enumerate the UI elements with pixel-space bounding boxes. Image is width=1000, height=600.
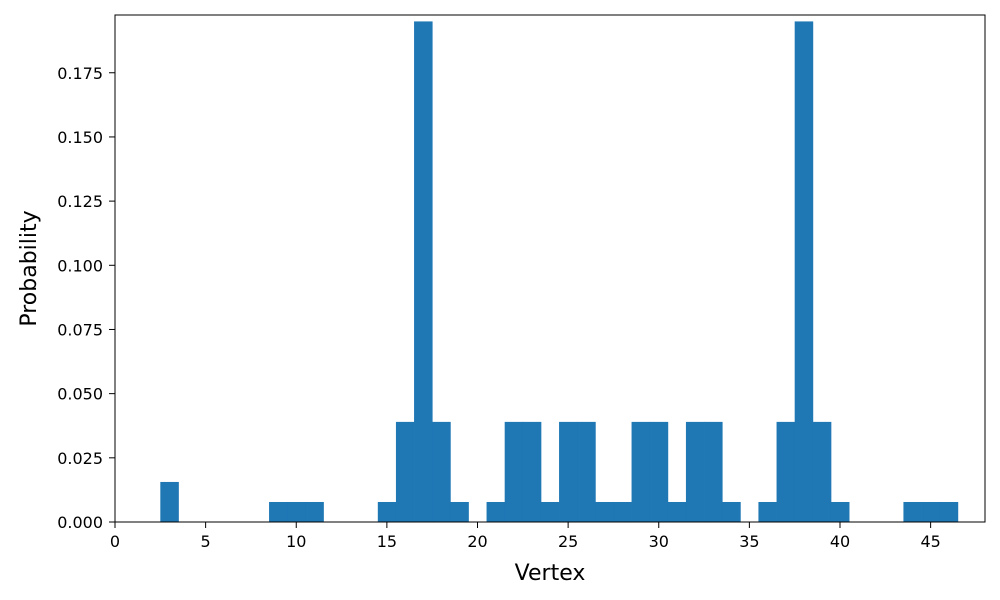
y-tick-label: 0.100 [57, 256, 103, 275]
bar-vertex-27 [595, 501, 614, 522]
bar-vertex-25 [559, 421, 578, 522]
bar-vertex-17 [414, 21, 433, 522]
bar-vertex-44 [903, 501, 922, 522]
x-tick-label: 10 [286, 532, 306, 551]
bars-group [160, 21, 959, 522]
y-axis-label: Probability [17, 210, 42, 326]
bar-vertex-10 [287, 501, 306, 522]
bar-vertex-28 [613, 501, 632, 522]
bar-vertex-34 [722, 501, 741, 522]
bar-vertex-31 [667, 501, 687, 522]
bar-vertex-38 [794, 21, 814, 522]
bar-vertex-21 [486, 501, 506, 522]
bar-vertex-24 [540, 501, 560, 522]
bar-vertex-9 [269, 501, 288, 522]
x-tick-label: 20 [467, 532, 487, 551]
bar-vertex-11 [305, 501, 324, 522]
bar-vertex-16 [395, 421, 415, 522]
bar-vertex-32 [685, 421, 705, 522]
y-tick-label: 0.050 [57, 385, 103, 404]
y-tick-label: 0.150 [57, 128, 103, 147]
plot-frame [114, 14, 986, 523]
bar-vertex-39 [812, 421, 832, 522]
bar-vertex-15 [377, 501, 397, 522]
bar-vertex-46 [939, 501, 959, 522]
bar-vertex-23 [522, 421, 542, 522]
bar-vertex-40 [830, 501, 850, 522]
bar-vertex-36 [758, 501, 777, 522]
bar-vertex-33 [704, 421, 723, 522]
bar-vertex-29 [631, 421, 651, 522]
y-tick-label: 0.000 [57, 513, 103, 532]
x-tick-label: 45 [920, 532, 940, 551]
bar-vertex-19 [450, 501, 469, 522]
bar-vertex-30 [649, 421, 669, 522]
bar-vertex-45 [921, 501, 941, 522]
x-axis-ticks: 0 5 10 15 20 25 30 35 40 45 [110, 522, 941, 551]
x-tick-label: 35 [739, 532, 759, 551]
y-tick-label: 0.025 [57, 449, 103, 468]
bar-vertex-22 [504, 421, 524, 522]
y-tick-label: 0.175 [57, 64, 103, 83]
x-tick-label: 15 [377, 532, 397, 551]
x-tick-label: 5 [201, 532, 211, 551]
x-tick-label: 30 [649, 532, 669, 551]
x-tick-label: 40 [830, 532, 850, 551]
x-axis-label: Vertex [515, 561, 586, 586]
bar-vertex-18 [432, 421, 451, 522]
y-tick-label: 0.075 [57, 320, 103, 339]
x-tick-label: 0 [110, 532, 120, 551]
bar-vertex-37 [776, 421, 796, 522]
bar-vertex-26 [577, 421, 596, 522]
x-tick-label: 25 [558, 532, 578, 551]
y-tick-label: 0.125 [57, 192, 103, 211]
bar-vertex-3 [160, 481, 179, 522]
y-axis-ticks: 0.000 0.025 0.050 0.075 0.100 0.125 0.150 0.175 [57, 64, 115, 532]
